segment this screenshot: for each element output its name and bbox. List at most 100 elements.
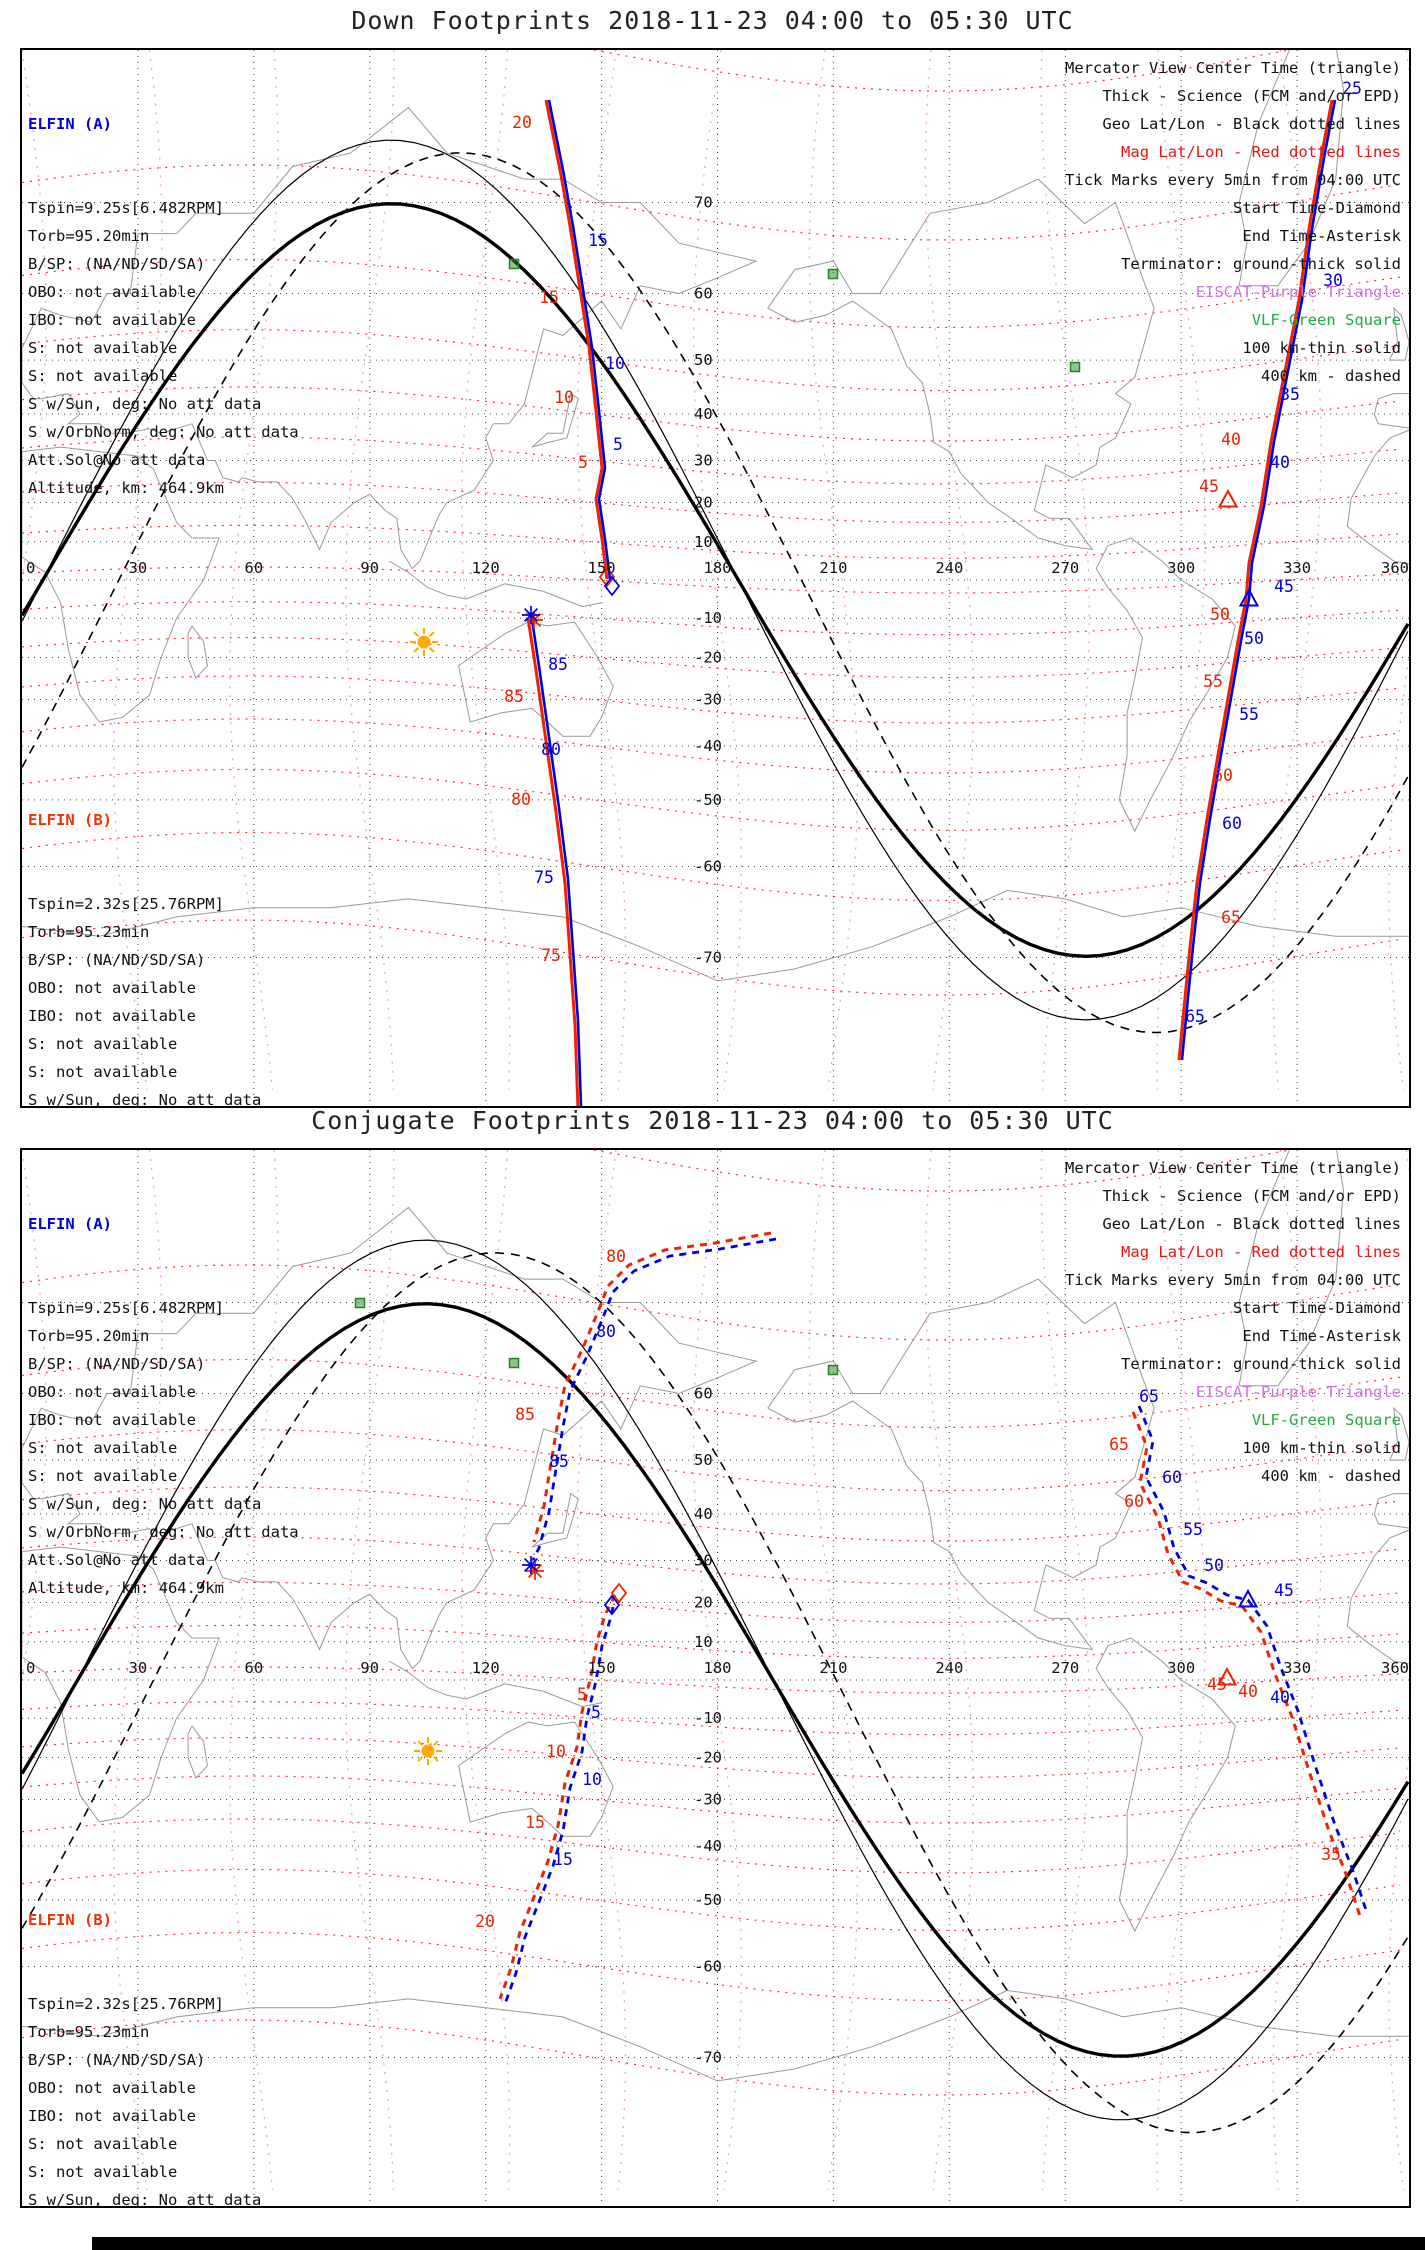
sun-marker xyxy=(410,628,438,656)
svg-text:-30: -30 xyxy=(694,1791,722,1809)
terminator-curves xyxy=(22,139,1409,1034)
maglon-grid xyxy=(22,50,1409,1091)
svg-text:50: 50 xyxy=(694,351,713,369)
legend-line: Terminator: ground-thick solid xyxy=(1121,1355,1401,1373)
info-line: S: not available xyxy=(28,1063,178,1081)
svg-text:210: 210 xyxy=(819,1659,847,1677)
track-left-north-blue xyxy=(547,99,612,580)
svg-text:5: 5 xyxy=(578,453,588,472)
info-line: Altitude, km: 464.9km xyxy=(28,1579,224,1597)
svg-text:85: 85 xyxy=(515,1405,535,1424)
sat-b-lines: Tspin=2.32s[25.76RPM] Torb=95.23min B/SP: … xyxy=(28,890,299,1106)
info-line: Tspin=9.25s[6.482RPM] xyxy=(28,199,224,217)
svg-text:30: 30 xyxy=(694,451,713,469)
legend-line: Mercator View Center Time (triangle) xyxy=(1065,1159,1401,1177)
svg-text:35: 35 xyxy=(1280,385,1300,404)
svg-text:40: 40 xyxy=(1270,453,1290,472)
svg-text:55: 55 xyxy=(1183,1520,1203,1539)
legend-line: Tick Marks every 5min from 04:00 UTC xyxy=(1065,171,1401,189)
svg-text:65: 65 xyxy=(1185,1007,1205,1026)
svg-text:50: 50 xyxy=(1204,1556,1224,1575)
info-line: S: not available xyxy=(28,2135,178,2153)
info-line: S: not available xyxy=(28,1467,178,1485)
svg-text:45: 45 xyxy=(1274,1581,1294,1600)
svg-text:10: 10 xyxy=(694,1633,713,1651)
markers xyxy=(354,1297,1259,1765)
svg-text:-10: -10 xyxy=(694,609,722,627)
legend-line: Thick - Science (FCM and/or EPD) xyxy=(1102,87,1401,105)
maglat-grid xyxy=(22,50,1401,996)
sat-b-info: ELFIN (B) Tspin=2.32s[25.76RPM] Torb=95.2… xyxy=(28,1850,299,2206)
triangle-marker xyxy=(1238,587,1260,607)
info-line: S: not available xyxy=(28,1035,178,1053)
info-line: Tspin=9.25s[6.482RPM] xyxy=(28,1299,224,1317)
svg-text:15: 15 xyxy=(539,288,559,307)
triangle-marker xyxy=(1217,488,1239,508)
svg-text:0: 0 xyxy=(26,1659,35,1677)
legend-line: End Time-Asterisk xyxy=(1242,1327,1401,1345)
sat-b-lines: Tspin=2.32s[25.76RPM] Torb=95.23min B/SP: … xyxy=(28,1990,299,2206)
sat-a-name: ELFIN (A) xyxy=(28,115,112,133)
legend-line: Mercator View Center Time (triangle) xyxy=(1065,59,1401,77)
svg-text:60: 60 xyxy=(244,559,263,577)
track-left-south-red xyxy=(526,617,580,1106)
svg-text:55: 55 xyxy=(1203,672,1223,691)
legend: Mercator View Center Time (triangle) Thic… xyxy=(1065,54,1401,390)
svg-text:45: 45 xyxy=(1199,477,1219,496)
diamond-marker xyxy=(610,1582,628,1604)
sat-a-name: ELFIN (A) xyxy=(28,1215,112,1233)
legend-line: EISCAT-Purple Triangle xyxy=(1195,283,1401,301)
legend-line: Tick Marks every 5min from 04:00 UTC xyxy=(1065,1271,1401,1289)
info-line: OBO: not available xyxy=(28,1383,196,1401)
model-credit: Tsyganenko-1996 xyxy=(1093,2204,1401,2206)
svg-text:15: 15 xyxy=(553,1850,573,1869)
svg-text:85: 85 xyxy=(549,1452,569,1471)
svg-text:10: 10 xyxy=(694,533,713,551)
terminator-curves xyxy=(22,1239,1409,2134)
square-marker xyxy=(354,1297,366,1309)
svg-text:75: 75 xyxy=(541,946,561,965)
svg-text:20: 20 xyxy=(694,493,713,511)
legend-line: 400 km - dashed xyxy=(1261,367,1401,385)
axis-labels: 0 30 60 90 120 150 180 210 240 270 300 330 360 70 60 50… xyxy=(26,193,1409,966)
svg-text:360: 360 xyxy=(1381,1659,1409,1677)
svg-text:30: 30 xyxy=(694,1551,713,1569)
svg-text:85: 85 xyxy=(504,687,524,706)
legend-line: 400 km - dashed xyxy=(1261,1467,1401,1485)
svg-text:65: 65 xyxy=(1109,1435,1129,1454)
sat-a-info: ELFIN (A) Tspin=9.25s[6.482RPM] Torb=95.2… xyxy=(28,1154,299,1658)
panel-down-map: 20 15 15 10 10 5 5 85 85 80 80 75 75 25 30 35 40 40 45 45 50… xyxy=(20,48,1411,1108)
svg-text:5: 5 xyxy=(591,1703,601,1722)
svg-text:-40: -40 xyxy=(694,737,722,755)
sat-a-lines: Tspin=9.25s[6.482RPM] Torb=95.20min B/SP: … xyxy=(28,1294,299,1602)
track-labels: 2015151010558585808075752530354040454550… xyxy=(504,79,1362,1026)
svg-text:60: 60 xyxy=(694,1384,713,1402)
svg-text:330: 330 xyxy=(1283,559,1311,577)
svg-text:-20: -20 xyxy=(694,649,722,667)
info-line: OBO: not available xyxy=(28,283,196,301)
legend-line: End Time-Asterisk xyxy=(1242,227,1401,245)
legend-line: Geo Lat/Lon - Black dotted lines xyxy=(1102,115,1401,133)
info-line: B/SP: (NA/ND/SD/SA) xyxy=(28,2051,206,2069)
legend-line: Start Time-Diamond xyxy=(1233,199,1401,217)
info-line: IBO: not available xyxy=(28,311,196,329)
svg-text:240: 240 xyxy=(935,559,963,577)
svg-text:180: 180 xyxy=(704,559,732,577)
svg-text:-70: -70 xyxy=(694,2049,722,2067)
square-marker xyxy=(1069,361,1081,373)
svg-text:240: 240 xyxy=(935,1659,963,1677)
info-line: S w/OrbNorm, deg: No att data xyxy=(28,1523,299,1541)
svg-text:80: 80 xyxy=(511,790,531,809)
square-marker xyxy=(508,1357,520,1369)
panel-down-title: Down Footprints 2018-11-23 04:00 to 05:3… xyxy=(351,6,1074,35)
svg-text:60: 60 xyxy=(1162,1468,1182,1487)
panel-conjugate: Conjugate Footprints 2018-11-23 04:00 to… xyxy=(0,1100,1425,2225)
info-line: S: not available xyxy=(28,2163,178,2181)
legend: Mercator View Center Time (triangle) Thic… xyxy=(1065,1154,1401,1490)
track-left-south-blue xyxy=(529,612,583,1106)
info-line: B/SP: (NA/ND/SD/SA) xyxy=(28,1355,206,1373)
sat-b-name: ELFIN (B) xyxy=(28,1911,112,1929)
svg-text:150: 150 xyxy=(588,1659,616,1677)
